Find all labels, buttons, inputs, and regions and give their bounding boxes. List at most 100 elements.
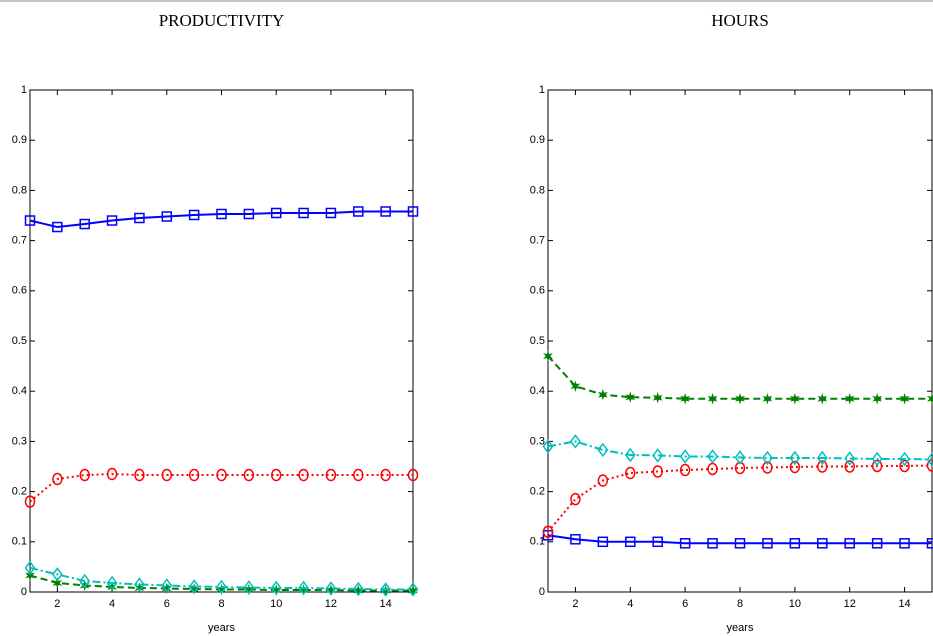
marker-diamond <box>761 450 773 466</box>
x-axis-label: years <box>208 622 235 634</box>
marker-circle <box>762 461 773 474</box>
marker-square <box>899 538 910 549</box>
marker-square <box>325 207 337 219</box>
y-tick-label: 0.1 <box>530 536 545 548</box>
marker-circle <box>407 468 419 482</box>
y-tick-label: 1 <box>21 84 27 96</box>
marker-diamond <box>243 580 255 595</box>
marker-diamond <box>407 582 419 597</box>
series-line <box>547 534 932 545</box>
marker-circle <box>679 463 691 477</box>
marker-square <box>134 212 145 224</box>
series-line <box>547 440 933 461</box>
marker-diamond <box>926 452 933 467</box>
marker-diamond <box>899 451 911 467</box>
y-tick-label: 0.9 <box>12 134 27 146</box>
marker-diamond <box>216 579 227 595</box>
marker-circle <box>597 474 609 487</box>
marker-circle <box>926 459 933 472</box>
marker-square <box>844 538 855 549</box>
marker-circle <box>325 468 337 482</box>
y-tick-label: 0.4 <box>12 385 27 397</box>
marker-diamond <box>79 573 91 589</box>
x-tick-label: 6 <box>682 598 688 610</box>
x-tick-label: 2 <box>572 598 578 610</box>
y-tick-label: 0.5 <box>530 335 545 347</box>
series-line <box>29 210 413 229</box>
x-tick-label: 14 <box>380 598 392 610</box>
marker-star <box>25 569 35 582</box>
marker-square <box>188 209 200 221</box>
marker-star <box>597 389 608 401</box>
marker-star <box>625 391 636 403</box>
marker-square <box>789 538 801 549</box>
marker-star <box>543 350 553 362</box>
marker-circle <box>871 459 883 473</box>
x-tick-label: 4 <box>627 598 633 610</box>
marker-star <box>927 393 933 405</box>
marker-diamond <box>352 581 364 597</box>
marker-diamond <box>106 575 118 591</box>
y-tick-label: 0.8 <box>530 184 545 196</box>
marker-square <box>161 211 173 222</box>
marker-diamond <box>624 447 636 463</box>
marker-circle <box>24 495 36 508</box>
marker-square <box>270 207 282 219</box>
marker-circle <box>161 468 173 482</box>
marker-diamond <box>24 560 36 576</box>
marker-circle <box>353 468 364 482</box>
marker-diamond <box>816 450 828 466</box>
marker-diamond <box>844 451 856 466</box>
marker-square <box>707 538 718 549</box>
x-tick-label: 8 <box>218 598 224 610</box>
marker-star <box>899 393 910 405</box>
marker-square <box>679 538 691 549</box>
y-tick-label: 0.2 <box>530 486 545 498</box>
marker-diamond <box>789 450 801 466</box>
x-tick-label: 4 <box>109 598 115 610</box>
x-tick-label: 10 <box>270 598 282 610</box>
marker-circle <box>380 468 391 482</box>
marker-diamond <box>871 451 883 467</box>
marker-diamond <box>597 442 609 458</box>
marker-diamond <box>652 448 664 463</box>
y-tick-label: 0.8 <box>12 184 27 196</box>
marker-circle <box>652 465 663 478</box>
marker-square <box>243 208 255 220</box>
marker-circle <box>899 459 910 473</box>
marker-square <box>380 206 391 217</box>
marker-square <box>106 215 118 226</box>
marker-circle <box>270 468 282 482</box>
y-tick-label: 0.1 <box>12 536 27 548</box>
marker-square <box>652 536 663 548</box>
marker-square <box>79 218 90 230</box>
marker-circle <box>570 492 581 506</box>
marker-star <box>872 393 883 405</box>
marker-star <box>844 393 855 405</box>
marker-square <box>597 536 609 548</box>
marker-star <box>680 393 691 405</box>
y-tick-label: 0.7 <box>530 235 545 247</box>
marker-circle <box>844 460 855 473</box>
y-tick-label: 0.4 <box>530 385 545 397</box>
marker-square <box>570 534 581 545</box>
marker-diamond <box>707 449 719 464</box>
series-line <box>547 464 933 533</box>
x-tick-label: 2 <box>54 598 60 610</box>
x-tick-label: 12 <box>325 598 337 610</box>
y-tick-label: 0.7 <box>12 235 27 247</box>
marker-diamond <box>380 582 392 597</box>
y-tick-label: 0.9 <box>530 134 545 146</box>
y-tick-label: 0.3 <box>12 435 27 447</box>
marker-diamond <box>679 449 691 464</box>
marker-diamond <box>325 581 337 596</box>
marker-circle <box>216 468 227 482</box>
marker-circle <box>188 468 200 482</box>
x-tick-label: 12 <box>844 598 856 610</box>
marker-square <box>625 536 636 548</box>
marker-diamond <box>188 579 200 594</box>
marker-square <box>817 538 828 549</box>
plot-frame <box>29 89 414 593</box>
marker-diamond <box>298 580 310 596</box>
marker-star <box>735 393 745 405</box>
